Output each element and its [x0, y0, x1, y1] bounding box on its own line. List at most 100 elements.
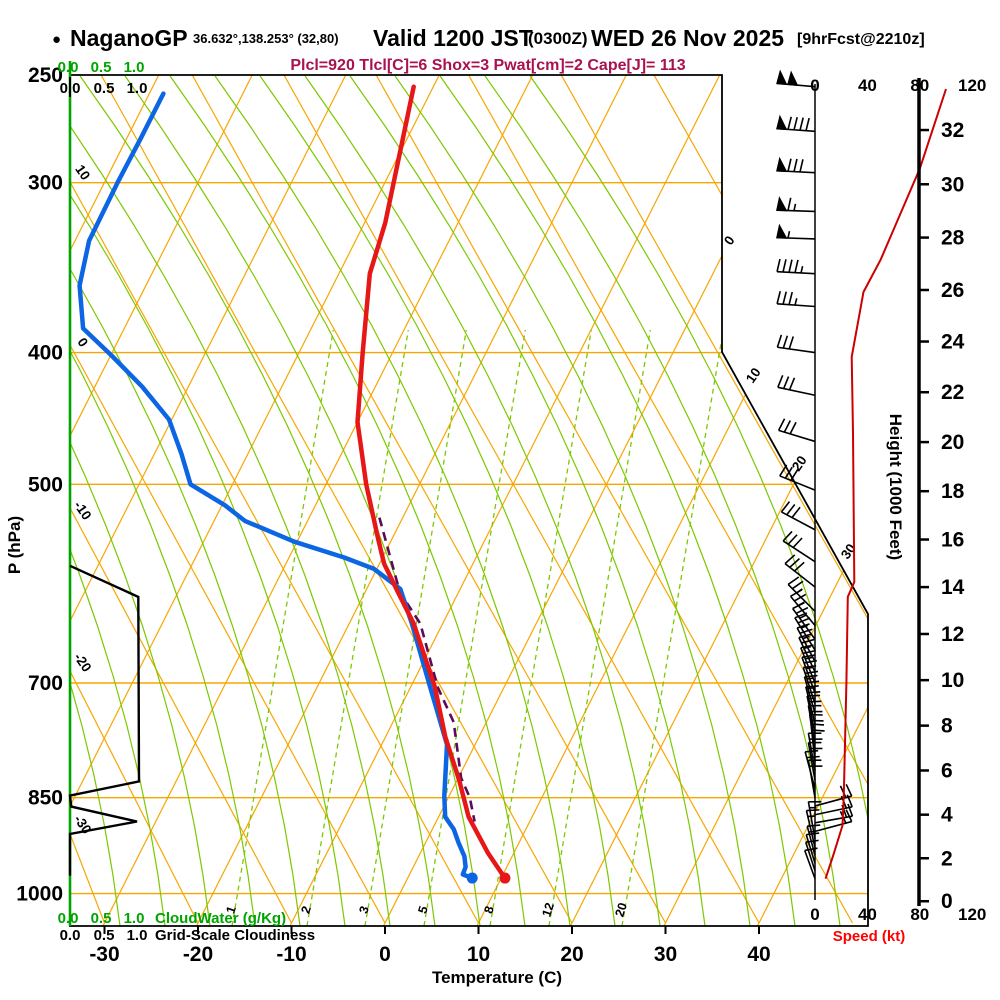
- svg-text:0: 0: [721, 233, 738, 248]
- svg-text:16: 16: [941, 529, 964, 552]
- wind-barb: [779, 464, 816, 491]
- svg-text:2: 2: [298, 904, 313, 915]
- cloudiness-scale-label: Grid-Scale Cloudiness: [155, 927, 315, 944]
- temperature-tick-labels: -30 -20 -10 0 10 20 30 40: [89, 926, 771, 966]
- wind-barb: [776, 156, 816, 174]
- svg-text:5: 5: [415, 904, 430, 915]
- wind-barb: [777, 374, 816, 397]
- svg-text:0: 0: [379, 943, 391, 966]
- wind-barb: [776, 291, 816, 308]
- svg-text:12: 12: [539, 901, 557, 919]
- temperature-curve: [355, 84, 511, 884]
- isobar-gridlines: [70, 181, 868, 895]
- valid-time: Valid 1200 JST: [373, 25, 533, 51]
- svg-text:18: 18: [941, 480, 965, 503]
- cloudwater-scale-top-0: 0.0: [58, 59, 79, 76]
- svg-text:1: 1: [223, 904, 238, 915]
- wind-barb: [782, 530, 816, 563]
- dewpoint-curve: [77, 91, 478, 884]
- pressure-tick-labels: 250 300 400 500 700 850 1000: [16, 64, 63, 906]
- valid-time-z: (0300Z): [528, 29, 588, 48]
- svg-text:30: 30: [654, 943, 677, 966]
- wind-barb: [776, 258, 816, 275]
- svg-text:300: 300: [28, 172, 63, 195]
- wind-barb: [777, 418, 816, 443]
- svg-text:20: 20: [612, 901, 630, 919]
- svg-text:28: 28: [941, 227, 965, 250]
- wind-barb: [776, 114, 816, 133]
- wind-barb: [807, 759, 823, 798]
- speed-axis-title: Speed (kt): [833, 928, 906, 945]
- stability-indices: Plcl=920 Tlcl[C]=6 Shox=3 Pwat[cm]=2 Cap…: [290, 57, 685, 74]
- cloudwater-scale-bottom-1: 1.0: [124, 910, 145, 927]
- svg-text:0: 0: [74, 335, 91, 350]
- temperature-axis-title: Temperature (C): [432, 968, 562, 987]
- wind-barb: [807, 741, 823, 781]
- wind-barb: [803, 847, 818, 879]
- svg-text:500: 500: [28, 473, 63, 496]
- svg-text:12: 12: [941, 623, 964, 646]
- title-bar: ● NaganoGP 36.632°,138.253° (32,80) Vali…: [52, 25, 925, 51]
- svg-text:10: 10: [941, 669, 964, 692]
- svg-text:30: 30: [838, 541, 859, 562]
- svg-text:6: 6: [941, 759, 953, 782]
- svg-text:32: 32: [941, 119, 964, 142]
- cloudiness-scale-bottom-0: 0.0: [60, 927, 81, 944]
- cloudiness-scale-bottom-1: 1.0: [127, 927, 148, 944]
- svg-text:80: 80: [910, 76, 929, 95]
- station-name: NaganoGP: [70, 25, 188, 51]
- height-axis-title: Height (1000 Feet): [886, 414, 905, 560]
- wind-barb: [804, 839, 819, 871]
- dry-adiabat-gridlines: [70, 75, 868, 926]
- svg-text:120: 120: [958, 905, 986, 924]
- cloud-scales: 0.0 0.5 1.0 0.0 0.5 1.0 0.0 0.5 1.0 Clou…: [58, 59, 315, 944]
- svg-text:30: 30: [941, 173, 964, 196]
- wind-barb: [776, 69, 816, 88]
- svg-text:0: 0: [941, 890, 953, 913]
- cloudwater-scale-top-1: 1.0: [124, 59, 145, 76]
- cloudiness-scale-top-05: 0.5: [94, 80, 115, 97]
- svg-text:40: 40: [747, 943, 770, 966]
- cloudiness-scale-bottom-05: 0.5: [94, 927, 115, 944]
- svg-text:20: 20: [941, 431, 964, 454]
- svg-text:10: 10: [72, 162, 93, 183]
- svg-text:22: 22: [941, 381, 964, 404]
- cloudiness-scale-top-1: 1.0: [127, 80, 148, 97]
- svg-text:8: 8: [941, 715, 953, 738]
- svg-text:-10: -10: [71, 498, 94, 523]
- wind-barb: [787, 576, 816, 612]
- forecast-hour: [9hrFcst@2210z]: [797, 31, 925, 48]
- pressure-axis-title: P (hPa): [5, 516, 24, 574]
- cloudwater-scale-top-05: 0.5: [91, 59, 112, 76]
- svg-text:1000: 1000: [16, 883, 63, 906]
- wind-speed-curve: [824, 88, 947, 880]
- wind-barb: [800, 644, 816, 684]
- svg-text:20: 20: [789, 453, 810, 474]
- mixing-ratio-labels: 1 2 3 5 8 12 20: [223, 901, 630, 919]
- svg-text:14: 14: [941, 576, 965, 599]
- surface-dewpoint-marker: [466, 872, 478, 884]
- cloudwater-scale-label: CloudWater (g/Kg): [155, 910, 286, 927]
- isotherm-labels: 0 10 20 30: [721, 233, 859, 562]
- wind-barb: [780, 501, 816, 531]
- svg-text:2: 2: [941, 847, 953, 870]
- moist-adiabat-gridlines: [70, 75, 868, 926]
- svg-text:0: 0: [810, 76, 819, 95]
- svg-text:8: 8: [481, 904, 496, 915]
- wind-barb: [776, 223, 816, 240]
- svg-text:80: 80: [910, 905, 929, 924]
- axis-titles: P (hPa) Temperature (C) Height (1000 Fee…: [5, 414, 905, 987]
- station-coords: 36.632°,138.253° (32,80): [193, 31, 339, 46]
- svg-text:4: 4: [941, 804, 953, 827]
- svg-text:-20: -20: [71, 650, 94, 675]
- wind-barb: [776, 196, 816, 213]
- svg-text:10: 10: [467, 943, 490, 966]
- wind-barb: [814, 783, 853, 807]
- cloudiness-profile: [68, 564, 141, 876]
- cloudiness-scale-top-0: 0.0: [60, 80, 81, 97]
- svg-text:-30: -30: [89, 943, 119, 966]
- isotherm-gridlines: [70, 75, 868, 926]
